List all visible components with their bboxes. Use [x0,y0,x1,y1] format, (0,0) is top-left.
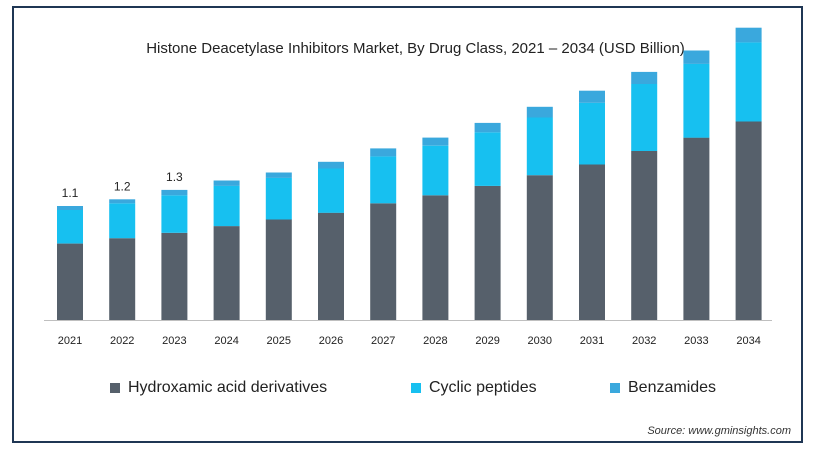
bar-2028-benzamides [422,137,449,146]
x-tick-label-2028: 2028 [423,335,447,347]
legend-label: Hydroxamic acid derivatives [128,379,328,396]
bar-2033-hydroxamic-acid-derivatives [683,137,710,320]
bar-2032-hydroxamic-acid-derivatives [631,151,658,320]
bar-2022-benzamides [109,199,136,204]
bar-2029-benzamides [474,122,501,133]
bar-2027-cyclic-peptides [370,156,397,204]
bar-2026-cyclic-peptides [318,168,344,213]
bar-2029-hydroxamic-acid-derivatives [474,185,501,320]
legend-item-cyclic-peptides: Cyclic peptides [411,379,537,397]
bar-2022-hydroxamic-acid-derivatives [109,238,136,320]
bar-2025-cyclic-peptides [265,177,292,220]
bar-2033-cyclic-peptides [683,63,710,138]
bar-2032-cyclic-peptides [631,84,658,151]
bar-2031-benzamides [579,90,605,103]
x-tick-label-2033: 2033 [684,335,708,347]
legend-swatch [610,383,620,393]
bar-2030-cyclic-peptides [526,117,553,176]
bar-2023-hydroxamic-acid-derivatives [161,232,188,320]
data-label-2021: 1.1 [62,186,79,200]
bar-2024-hydroxamic-acid-derivatives [213,226,240,320]
x-tick-label-2023: 2023 [162,335,186,347]
x-tick-label-2021: 2021 [58,335,82,347]
bar-2024-cyclic-peptides [213,185,240,227]
bar-2026-benzamides [318,161,344,169]
bar-2025-benzamides [265,172,292,178]
chart-legend: Hydroxamic acid derivatives Cyclic peptid… [0,379,831,403]
bar-2027-hydroxamic-acid-derivatives [370,203,397,320]
bar-2032-benzamides [631,71,658,84]
x-tick-label-2031: 2031 [580,335,604,347]
bar-2023-benzamides [161,189,188,196]
bar-2034-hydroxamic-acid-derivatives [735,121,762,320]
bar-2028-cyclic-peptides [422,145,449,196]
bar-2023-cyclic-peptides [161,195,188,233]
bar-2021-hydroxamic-acid-derivatives [57,243,83,320]
legend-item-hydroxamic-acid-derivatives: Hydroxamic acid derivatives [110,379,327,397]
x-tick-label-2029: 2029 [475,335,499,347]
legend-item-benzamides: Benzamides [610,379,716,397]
bar-2021-cyclic-peptides [57,210,83,244]
bar-2026-hydroxamic-acid-derivatives [318,212,344,320]
bar-2030-benzamides [526,106,553,118]
bar-2034-cyclic-peptides [735,42,762,122]
chart-title: Histone Deacetylase Inhibitors Market, B… [146,40,685,57]
x-tick-label-2034: 2034 [736,335,760,347]
bar-2031-hydroxamic-acid-derivatives [579,164,605,320]
bar-2027-benzamides [370,148,397,157]
x-tick-label-2027: 2027 [371,335,395,347]
bar-2024-benzamides [213,180,240,186]
data-label-2023: 1.3 [166,170,183,184]
legend-swatch [110,383,120,393]
bar-2030-hydroxamic-acid-derivatives [526,175,553,320]
bar-2029-cyclic-peptides [474,132,501,186]
bar-2028-hydroxamic-acid-derivatives [422,195,449,320]
legend-label: Cyclic peptides [429,379,537,396]
data-label-2022: 1.2 [114,179,131,193]
bar-2021-benzamides [57,206,83,210]
source-credit: Source: www.gminsights.com [647,425,791,437]
x-tick-label-2025: 2025 [267,335,291,347]
bar-2022-cyclic-peptides [109,203,136,239]
chart-frame [12,6,803,443]
x-tick-label-2024: 2024 [214,335,238,347]
legend-swatch [411,383,421,393]
bar-2025-hydroxamic-acid-derivatives [265,219,292,320]
x-tick-label-2022: 2022 [110,335,134,347]
x-tick-label-2032: 2032 [632,335,656,347]
x-tick-label-2026: 2026 [319,335,343,347]
bar-2034-benzamides [735,27,762,43]
bar-2033-benzamides [683,50,710,64]
bar-2031-cyclic-peptides [579,102,605,165]
x-tick-label-2030: 2030 [528,335,552,347]
legend-label: Benzamides [628,379,717,396]
